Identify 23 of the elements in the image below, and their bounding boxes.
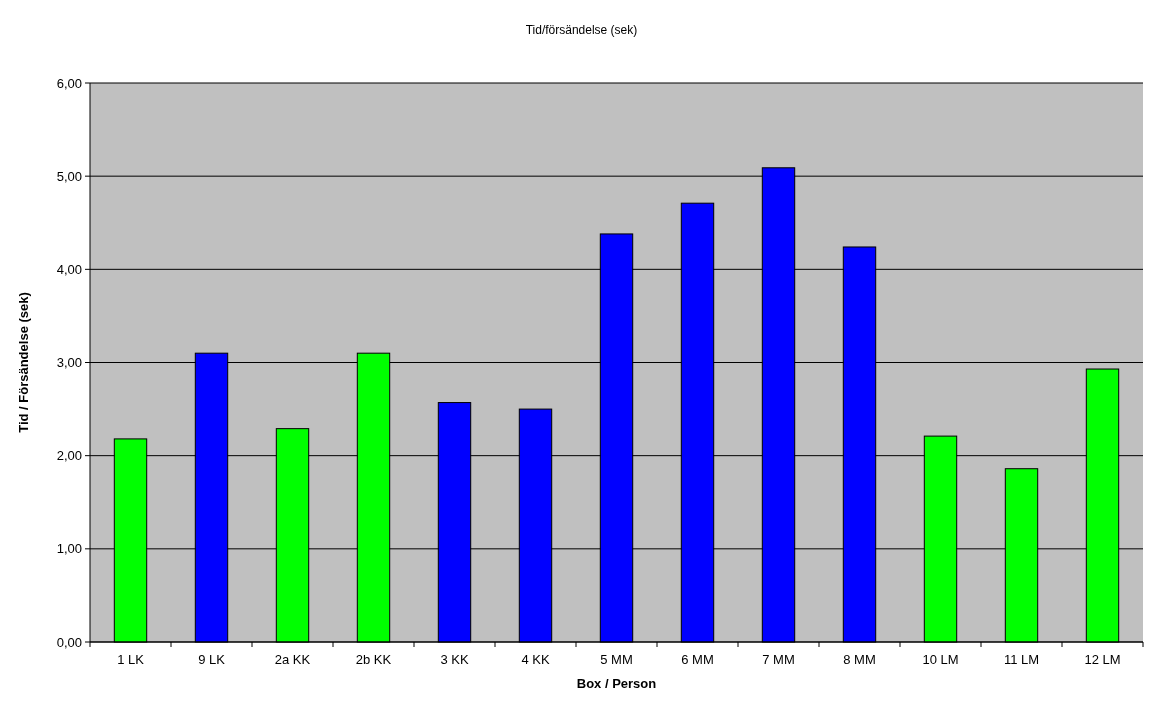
y-tick-label: 0,00 xyxy=(56,634,82,650)
y-tick-label: 4,00 xyxy=(56,261,82,277)
x-tick-label: 8 MM xyxy=(843,652,876,667)
x-tick-label: 3 KK xyxy=(440,652,469,667)
x-tick-label: 6 MM xyxy=(681,652,714,667)
y-tick-label: 1,00 xyxy=(56,541,82,557)
y-tick-label: 5,00 xyxy=(56,168,82,184)
chart-title: Tid/försändelse (sek) xyxy=(525,23,638,37)
x-tick-label: 1 LK xyxy=(117,652,145,667)
x-tick-label: 11 LM xyxy=(1003,652,1040,667)
x-tick-label: 7 MM xyxy=(762,652,795,667)
x-tick-label: 5 MM xyxy=(600,652,633,667)
x-tick-label: 9 LK xyxy=(198,652,226,667)
x-tick-label: 10 LM xyxy=(922,652,959,667)
y-tick-label: 3,00 xyxy=(56,355,82,371)
x-tick-label: 2b KK xyxy=(355,652,392,667)
x-tick-label: 4 KK xyxy=(521,652,550,667)
y-tick-label: 2,00 xyxy=(56,448,82,464)
x-axis-title: Box / Person xyxy=(576,676,657,691)
y-tick-label: 6,00 xyxy=(56,75,82,91)
x-tick-label: 12 LM xyxy=(1084,652,1121,667)
x-tick-label: 2a KK xyxy=(274,652,311,667)
y-axis-title: Tid / Försändelse (sek) xyxy=(16,292,31,433)
